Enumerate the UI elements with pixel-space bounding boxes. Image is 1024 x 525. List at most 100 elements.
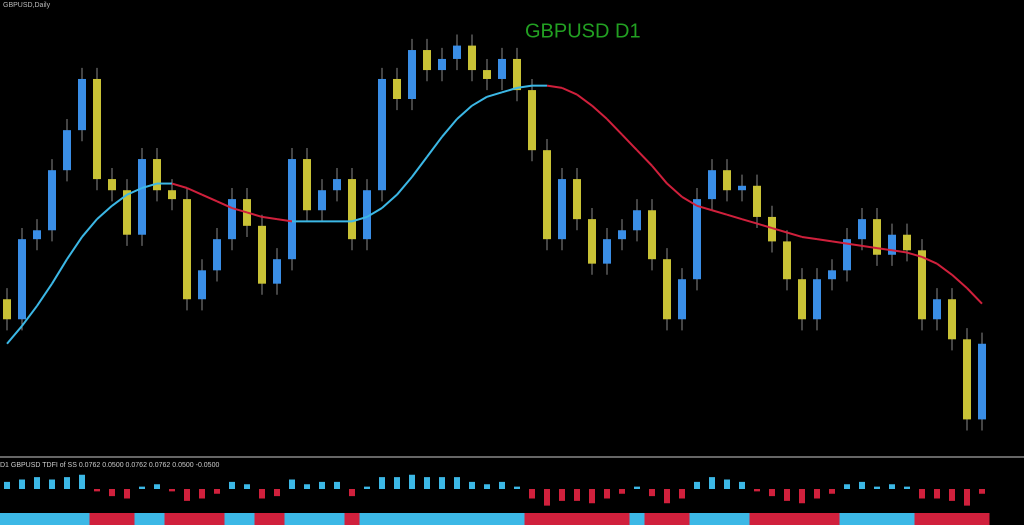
moving-average [216, 200, 233, 209]
signal-strip-cell [464, 513, 480, 525]
moving-average [891, 249, 908, 254]
moving-average [51, 258, 68, 285]
signal-strip-cell [329, 513, 345, 525]
signal-strip-cell [809, 513, 825, 525]
signal-strip-cell [164, 513, 180, 525]
moving-average [441, 118, 458, 138]
chart-title: GBPUSD D1 [525, 20, 641, 42]
signal-strip-cell [764, 513, 780, 525]
signal-strip-cell [59, 513, 75, 525]
indicator-bar [169, 489, 175, 492]
indicator-bar [664, 489, 670, 504]
signal-strip-cell [524, 513, 540, 525]
signal-strip-cell [194, 513, 210, 525]
signal-strip-cell [599, 513, 615, 525]
moving-average [681, 196, 698, 207]
candle-body [3, 299, 11, 320]
indicator-bar [394, 477, 400, 489]
indicator-bar [124, 489, 130, 499]
signal-strip-cell [704, 513, 720, 525]
signal-strip-cell [509, 513, 525, 525]
moving-average [501, 86, 518, 94]
moving-average [81, 218, 98, 238]
candle-body [123, 190, 131, 235]
signal-strip-cell [434, 513, 450, 525]
candle-body [33, 230, 41, 240]
indicator-bar [439, 477, 445, 489]
indicator-bar [244, 484, 250, 489]
indicator-bar [934, 489, 940, 499]
indicator-bar [844, 484, 850, 489]
indicator-bar [604, 489, 610, 499]
signal-strip-cell [239, 513, 255, 525]
moving-average [831, 240, 848, 245]
signal-strip-cell [29, 513, 45, 525]
indicator-bar [694, 481, 700, 489]
candle-body [723, 170, 731, 191]
moving-average [561, 86, 578, 96]
signal-strip-cell [494, 513, 510, 525]
moving-average [111, 193, 128, 207]
candle-body [903, 234, 911, 251]
moving-average [36, 283, 53, 307]
indicator-bar [289, 479, 295, 489]
candle-body [138, 159, 146, 235]
candle-body [783, 241, 791, 280]
moving-average [786, 231, 803, 238]
candle-body [333, 179, 341, 191]
moving-average [231, 207, 248, 214]
candle-body [693, 199, 701, 280]
candle-body [213, 239, 221, 271]
moving-average [966, 287, 983, 305]
moving-average [711, 209, 728, 216]
moving-average [651, 165, 668, 185]
candle-body [153, 159, 161, 191]
moving-average [426, 136, 443, 158]
signal-strip-cell [584, 513, 600, 525]
moving-average [936, 262, 953, 276]
candle-body [423, 50, 431, 71]
indicator-bar [184, 489, 190, 501]
signal-strip-cell [644, 513, 660, 525]
moving-average [381, 193, 398, 209]
candle-body [498, 58, 506, 79]
moving-average [21, 305, 38, 327]
indicator-bar [679, 489, 685, 499]
indicator-bar [964, 489, 970, 506]
candle-body [183, 199, 191, 300]
moving-average [141, 182, 158, 189]
signal-strip-cell [479, 513, 495, 525]
candle-body [378, 78, 386, 191]
candle-body [363, 190, 371, 240]
indicator-bar [34, 477, 40, 489]
indicator-bar [574, 489, 580, 501]
indicator-bar [739, 481, 745, 489]
signal-strip-cell [134, 513, 150, 525]
moving-average [366, 207, 383, 218]
candle-body [768, 216, 776, 242]
indicator-label: D1 GBPUSD TDFI of SS 0.0762 0.0500 0.076… [0, 462, 219, 469]
signal-strip-cell [0, 513, 15, 525]
indicator-bar [544, 489, 550, 506]
indicator-bar [499, 481, 505, 489]
moving-average [276, 218, 293, 223]
indicator-bar [154, 484, 160, 489]
moving-average [726, 213, 743, 221]
candle-body [933, 299, 941, 320]
moving-average [6, 325, 23, 345]
signal-strip-cell [974, 513, 990, 525]
indicator-bar [634, 486, 640, 489]
indicator-bar [199, 489, 205, 499]
signal-strip-cell [839, 513, 855, 525]
indicator-bar [454, 477, 460, 489]
signal-strip-cell [539, 513, 555, 525]
signal-strip-cell [899, 513, 915, 525]
signal-strip-cell [824, 513, 840, 525]
signal-strip-cell [944, 513, 960, 525]
indicator-bar [709, 477, 715, 489]
signal-strip-cell [209, 513, 225, 525]
candle-body [513, 58, 521, 91]
indicator-bar [94, 489, 100, 492]
signal-strip-cell [299, 513, 315, 525]
